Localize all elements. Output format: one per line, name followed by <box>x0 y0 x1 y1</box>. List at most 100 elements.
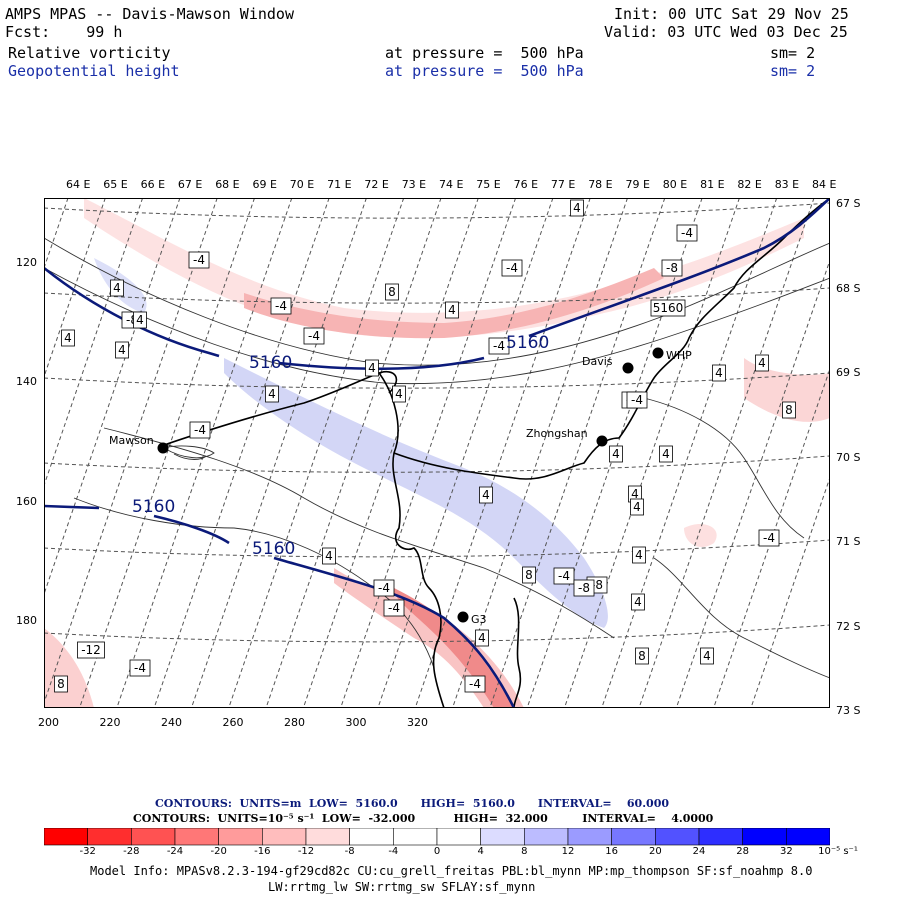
lon-label: 72 E <box>364 178 389 191</box>
lon-label: 65 E <box>103 178 128 191</box>
y-tick-label: 180 <box>16 613 37 627</box>
vorticity-value-label: 8 <box>635 647 649 665</box>
svg-text:8: 8 <box>388 285 396 299</box>
svg-text:8: 8 <box>57 677 65 691</box>
meridian-line <box>44 198 181 596</box>
vorticity-value-label: -4 <box>188 251 210 269</box>
svg-text:4: 4 <box>715 366 723 380</box>
svg-text:-4: -4 <box>763 531 775 545</box>
vorticity-value-label: -4 <box>626 391 648 409</box>
meridian-line <box>452 198 628 708</box>
y-tick-label: 160 <box>16 494 37 508</box>
svg-text:4: 4 <box>612 447 620 461</box>
meridian-line <box>44 198 144 487</box>
vorticity-value-label: 4 <box>61 329 75 347</box>
colorbar-swatch <box>262 828 307 846</box>
svg-text:4: 4 <box>758 356 766 370</box>
x-tick-label: 280 <box>284 716 305 729</box>
meridian-line <box>190 198 367 708</box>
svg-text:4: 4 <box>395 387 403 401</box>
svg-text:4: 4 <box>136 313 144 327</box>
colorbar-tick-label: 28 <box>736 846 750 857</box>
lon-label: 74 E <box>439 178 464 191</box>
station-label: WHP <box>666 349 692 362</box>
lat-label: 67 S <box>836 197 861 210</box>
station-label: Mawson <box>109 434 154 447</box>
lon-label: 83 E <box>774 178 800 191</box>
colorbar-swatch <box>786 828 830 846</box>
colorbar-tick-label: 0 <box>433 846 441 857</box>
station-label: Zhongshan <box>526 427 588 440</box>
height-contour-legend: CONTOURS: UNITS=m LOW= 5160.0 HIGH= 5160… <box>155 797 669 810</box>
colorbar-tick-label: 24 <box>692 846 706 857</box>
meridian-line <box>638 198 815 708</box>
vorticity-value-label: 4 <box>628 485 642 503</box>
vorticity-value-label: 4 <box>265 385 279 403</box>
map-frame <box>44 198 830 708</box>
lon-label: 64 E <box>66 178 91 191</box>
x-tick-label: 220 <box>99 716 121 729</box>
svg-text:4: 4 <box>368 361 376 375</box>
meridian-line <box>713 367 830 708</box>
colorbar-tick-label: 16 <box>605 846 619 857</box>
vorticity-value-label: -4 <box>501 259 523 277</box>
height-value-label: 5160 <box>506 333 549 353</box>
svg-text:4: 4 <box>573 201 581 215</box>
meridian-line <box>601 198 778 708</box>
vorticity-value-label: -8 <box>573 579 595 597</box>
lat-label: 68 S <box>836 281 861 295</box>
vorticity-value-label: 4 <box>133 311 147 329</box>
valid-time: Valid: 03 UTC Wed 03 Dec 25 <box>604 23 848 41</box>
height-value-label: 5160 <box>249 353 292 373</box>
colorbar-tick-label: -24 <box>166 846 184 857</box>
colorbar-tick-label: -20 <box>210 846 227 857</box>
meridian-line <box>265 198 442 708</box>
vorticity-value-label: 4 <box>479 486 493 504</box>
vorticity-value-label: -4 <box>464 675 486 693</box>
colorbar-swatch <box>305 828 350 846</box>
vorticity-value-label: 4 <box>115 341 129 359</box>
lon-label: 66 E <box>140 178 166 191</box>
svg-text:-12: -12 <box>81 643 101 657</box>
meridian-line <box>302 198 479 708</box>
colorbar-tick-label: -4 <box>388 846 399 857</box>
svg-text:4: 4 <box>118 343 126 357</box>
height-labels: 5160 5160 5160 5160 <box>132 333 549 559</box>
parallel-line <box>44 539 830 558</box>
vorticity-value-label: -4 <box>189 421 211 439</box>
colorbar-swatch <box>393 828 438 846</box>
colorbar-swatch <box>436 828 481 846</box>
vorticity-value-label: 8 <box>782 401 796 419</box>
vorticity-value-label: -4 <box>129 659 151 677</box>
parallel-line <box>44 455 830 473</box>
vorticity-value-label: -4 <box>383 599 405 617</box>
colorbar-swatch <box>742 828 787 846</box>
svg-text:-4: -4 <box>469 677 481 691</box>
vorticity-contour-legend: CONTOURS: UNITS=10⁻⁵ s⁻¹ LOW= -32.000 HI… <box>133 812 714 825</box>
lon-label: 82 E <box>737 178 762 191</box>
vorticity-value-label: -4 <box>758 529 780 547</box>
lon-label: 71 E <box>327 178 352 191</box>
vorticity-value-label: 4 <box>659 445 673 463</box>
lon-label: 76 E <box>513 178 539 191</box>
svg-text:4: 4 <box>662 447 670 461</box>
colorbar-tick-label: -28 <box>123 846 140 857</box>
lon-label: 78 E <box>588 178 613 191</box>
svg-text:4: 4 <box>478 631 486 645</box>
svg-text:-4: -4 <box>558 569 570 583</box>
colorbar-swatch <box>131 828 176 846</box>
svg-text:4: 4 <box>482 488 490 502</box>
colorbar-tick-label: -8 <box>344 846 355 857</box>
plot-title: AMPS MPAS -- Davis-Mawson Window <box>5 5 294 23</box>
svg-text:-8: -8 <box>578 581 590 595</box>
x-tick-label: 240 <box>161 716 182 729</box>
lon-label: 67 E <box>177 178 203 191</box>
svg-text:8: 8 <box>785 403 793 417</box>
svg-text:4: 4 <box>325 549 333 563</box>
model-info-line2: LW:rrtmg_lw SW:rrtmg_sw SFLAY:sf_mynn <box>268 880 536 894</box>
colorbar-swatch <box>611 828 656 846</box>
svg-text:-4: -4 <box>681 226 693 240</box>
vorticity-value-label: 4 <box>631 593 645 611</box>
svg-text:-4: -4 <box>134 661 146 675</box>
geopotential-height-contours <box>44 198 830 708</box>
